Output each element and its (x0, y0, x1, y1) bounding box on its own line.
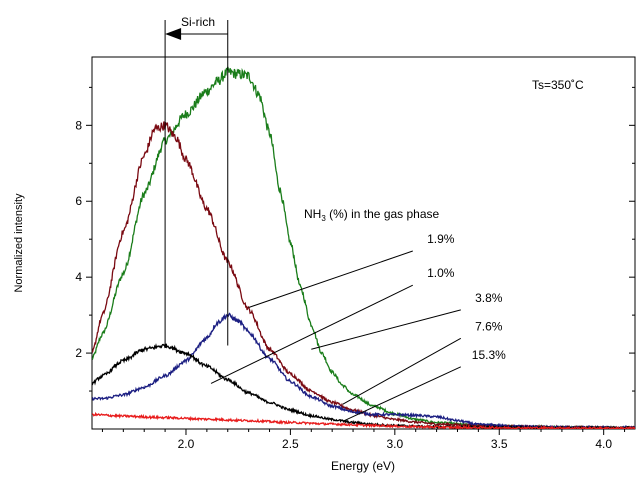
series-line-15-3pct (92, 411, 635, 429)
x-tick-label: 2.0 (178, 437, 195, 451)
y-axis-label: Normalized intensity (13, 193, 25, 293)
series-label: 7.6% (475, 319, 503, 333)
series-line-1-0pct (92, 66, 635, 429)
y-tick-label: 2 (75, 346, 82, 360)
series-line-7-6pct (92, 343, 635, 429)
series-line-1-9pct (92, 121, 635, 429)
y-tick-label: 6 (75, 194, 82, 208)
leader-line (342, 366, 462, 422)
x-tick-label: 3.0 (386, 437, 403, 451)
x-tick-label: 2.5 (282, 437, 299, 451)
y-tick-label: 8 (75, 118, 82, 132)
y-tick-label: 4 (75, 270, 82, 284)
series-label: 1.0% (427, 266, 455, 280)
leader-line (248, 250, 413, 309)
series-label: 3.8% (475, 291, 503, 305)
si-rich-label: Si-rich (181, 15, 215, 29)
x-tick-label: 3.5 (491, 437, 508, 451)
leader-line (311, 309, 461, 350)
x-tick-label: 4.0 (595, 437, 612, 451)
leader-line (210, 284, 413, 384)
series-label: 1.9% (427, 232, 455, 246)
legend-title: NH3 (%) in the gas phase (304, 207, 440, 223)
temperature-annotation: Ts=350˚C (532, 78, 584, 92)
leader-line (342, 337, 462, 405)
plot-frame (91, 56, 636, 430)
si-rich-arrowhead (165, 28, 182, 40)
series-label: 15.3% (472, 348, 506, 362)
x-axis-label: Energy (eV) (331, 459, 395, 473)
